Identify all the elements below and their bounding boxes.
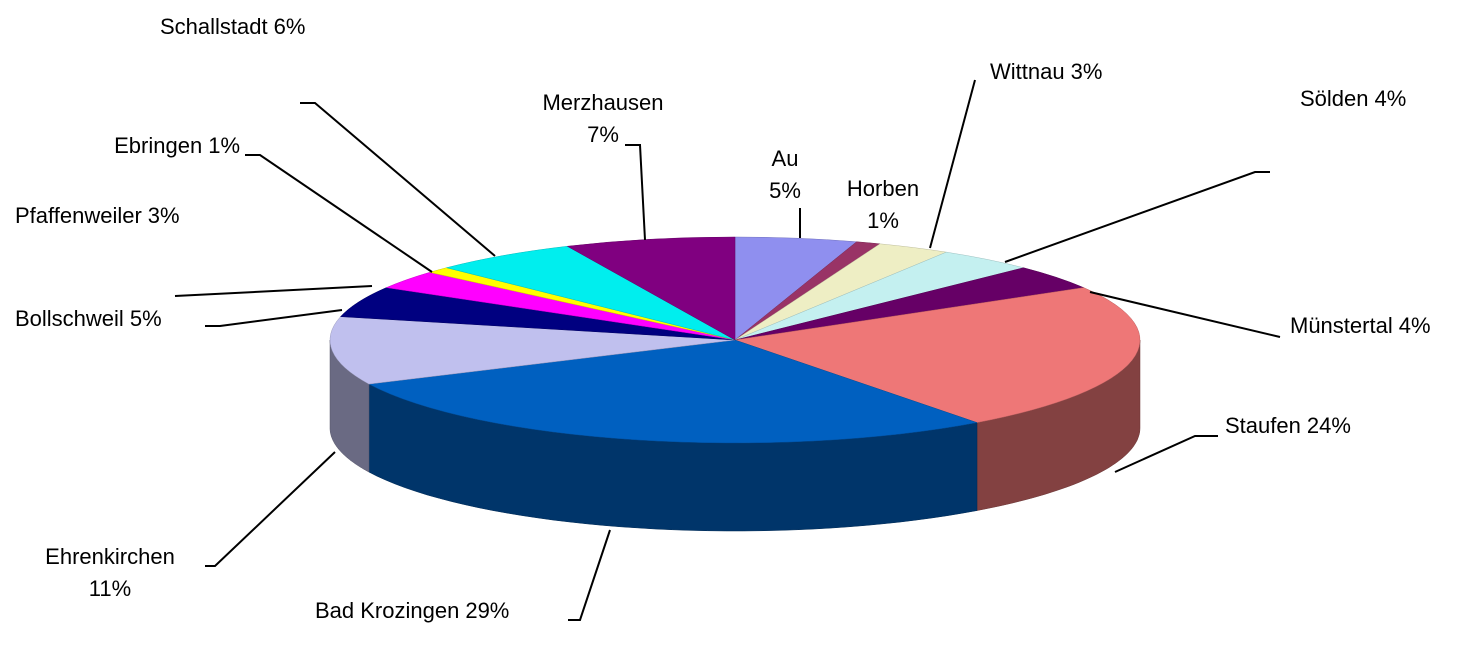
data-label: Pfaffenweiler 3% [15, 203, 180, 228]
label-value: 1% [208, 133, 240, 158]
label-name: Merzhausen [542, 90, 663, 115]
label-name: Wittnau [990, 59, 1065, 84]
label-value: 11% [89, 576, 131, 601]
label-name: Staufen [1225, 413, 1301, 438]
label-name: Schallstadt [160, 14, 268, 39]
pie-sides [329, 339, 1141, 532]
data-label: Staufen 24% [1225, 413, 1351, 438]
leader-line [174, 285, 373, 297]
pie-slice [329, 316, 736, 385]
label-value: 24% [1307, 413, 1351, 438]
label-value: 3% [148, 203, 180, 228]
leader-line [205, 451, 336, 567]
label-value: 1% [867, 208, 899, 233]
data-label: Wittnau 3% [990, 59, 1102, 84]
pie-slice [566, 236, 736, 341]
label-name: Pfaffenweiler [15, 203, 142, 228]
data-label: Schallstadt 6% [160, 14, 305, 39]
leader-line [625, 144, 646, 241]
pie-slice [368, 339, 979, 444]
label-name: Au [772, 146, 799, 171]
data-label: Ehrenkirchen 11% [45, 544, 175, 601]
data-label: Sölden 4% [1300, 86, 1406, 111]
data-label: Merzhausen 7% [542, 90, 663, 147]
label-value: 5% [130, 306, 162, 331]
leader-line [205, 309, 343, 327]
data-label: Bad Krozingen 29% [315, 598, 509, 623]
leader-line [568, 529, 611, 621]
label-value: 29% [465, 598, 509, 623]
label-name: Horben [847, 176, 919, 201]
label-value: 4% [1399, 313, 1431, 338]
leader-line [1114, 435, 1218, 473]
label-value: 7% [587, 122, 619, 147]
pie-slice [734, 287, 1141, 423]
pie-tops [329, 236, 1141, 444]
data-label: Ebringen 1% [114, 133, 240, 158]
label-name: Sölden [1300, 86, 1369, 111]
leader-line [245, 154, 433, 273]
label-name: Ehrenkirchen [45, 544, 175, 569]
data-label: Münstertal 4% [1290, 313, 1431, 338]
data-label: Horben 1% [847, 176, 919, 233]
data-label: Au 5% [769, 146, 801, 203]
label-name: Bad Krozingen [315, 598, 459, 623]
label-value: 4% [1375, 86, 1407, 111]
label-value: 3% [1071, 59, 1103, 84]
label-name: Münstertal [1290, 313, 1393, 338]
label-name: Bollschweil [15, 306, 124, 331]
leader-line [1004, 171, 1270, 263]
label-value: 5% [769, 178, 801, 203]
leader-line [1089, 291, 1281, 338]
data-label: Bollschweil 5% [15, 306, 162, 331]
leader-line [929, 79, 976, 249]
label-name: Ebringen [114, 133, 202, 158]
label-value: 6% [274, 14, 306, 39]
leader-line [300, 102, 496, 257]
pie-slice [446, 245, 736, 341]
